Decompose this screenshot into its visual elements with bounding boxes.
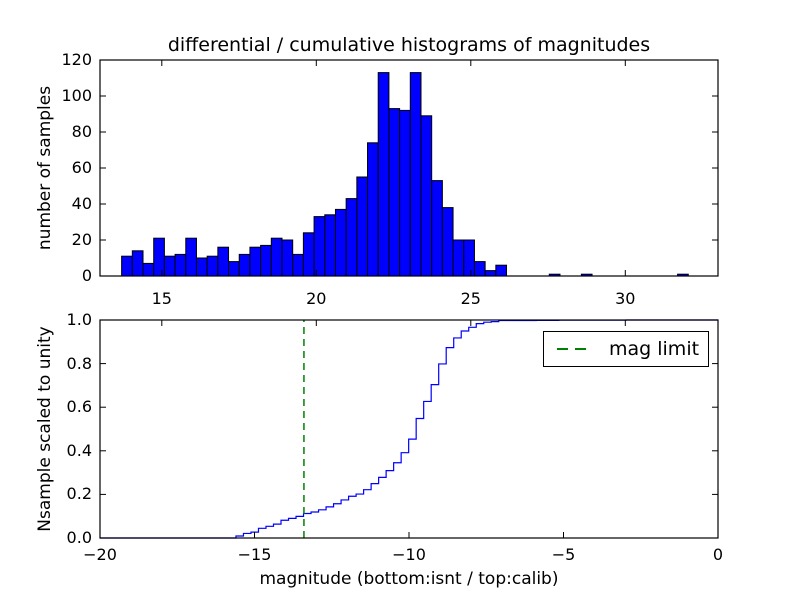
top-xaxis-tick-label: 20: [306, 289, 327, 308]
legend-dash-icon: [557, 348, 589, 350]
histogram-bar: [142, 262, 155, 277]
histogram-bar: [324, 214, 336, 277]
top-xaxis-tick-label: 15: [151, 289, 172, 308]
histogram-bar: [431, 180, 443, 277]
bottom-yaxis-tick-label: 0.8: [66, 353, 92, 373]
histogram-bar: [185, 237, 197, 277]
bottom-yaxis-tick-label: 1.0: [66, 310, 92, 329]
histogram-bar: [260, 244, 272, 277]
histogram-bar: [206, 255, 219, 277]
legend: mag limit: [543, 331, 709, 367]
histogram-bar: [367, 142, 379, 277]
histogram-bar: [281, 239, 294, 277]
top-xaxis-tick-label: 25: [460, 289, 481, 308]
bottom-yaxis-tick-label: 0.4: [66, 440, 92, 460]
top-yaxis-tick-label: 80: [71, 122, 92, 141]
bottom-xaxis-tick-label: −20: [83, 545, 117, 564]
top-yaxis-tick-label: 0: [81, 266, 92, 285]
histogram-bar: [420, 115, 433, 277]
top-yaxis-tick-label: 40: [71, 194, 92, 213]
histogram-bar: [484, 270, 497, 277]
histogram-bar: [195, 257, 208, 277]
histogram-bar: [249, 246, 262, 277]
top-yaxis-tick-label: 120: [61, 50, 92, 69]
bottom-yaxis-tick-label: 0.2: [66, 484, 92, 504]
histogram-bar: [473, 261, 486, 277]
bottom-yaxis-tick-label: 0.0: [66, 528, 92, 547]
bottom-xlabel: magnitude (bottom:isnt / top:calib): [259, 569, 559, 589]
histogram-bar: [270, 237, 283, 277]
histogram-bar: [153, 237, 165, 277]
histogram-bar: [495, 264, 508, 277]
histogram-bar: [217, 246, 230, 277]
histogram-bar: [121, 255, 133, 277]
histogram-bar: [377, 72, 390, 277]
histogram-bar: [313, 216, 326, 277]
histogram-bar: [441, 207, 454, 277]
bottom-xaxis-tick-label: −15: [237, 545, 272, 564]
top-xaxis-tick-label: 30: [615, 289, 636, 308]
histogram-bar: [463, 239, 475, 277]
histogram-bar: [452, 239, 465, 277]
histogram-bar: [356, 176, 369, 277]
histogram-bar: [238, 253, 251, 277]
histogram-bar: [302, 232, 315, 277]
bottom-yaxis-tick-label: 0.6: [66, 397, 92, 417]
legend-label: mag limit: [609, 338, 700, 360]
chart-title: differential / cumulative histograms of …: [167, 34, 651, 56]
bottom-xaxis-tick-label: 0: [712, 545, 724, 564]
top-yaxis-tick-label: 100: [61, 86, 92, 105]
histogram-bar: [409, 72, 422, 277]
histogram-bar: [174, 253, 187, 277]
top-yaxis-tick-label: 60: [71, 158, 92, 177]
bottom-xaxis-tick-label: −10: [392, 545, 426, 564]
top-yaxis-tick-label: 20: [71, 230, 92, 249]
histogram-bar: [399, 109, 411, 277]
histogram-bar: [388, 108, 401, 277]
histogram-bar: [163, 255, 176, 277]
histogram-bar: [131, 250, 144, 277]
bottom-xaxis-tick-label: −5: [551, 545, 576, 564]
histogram-bar: [292, 253, 304, 277]
histogram-bar: [228, 261, 240, 277]
histogram-bar: [334, 208, 347, 277]
histogram-bar: [345, 198, 358, 277]
